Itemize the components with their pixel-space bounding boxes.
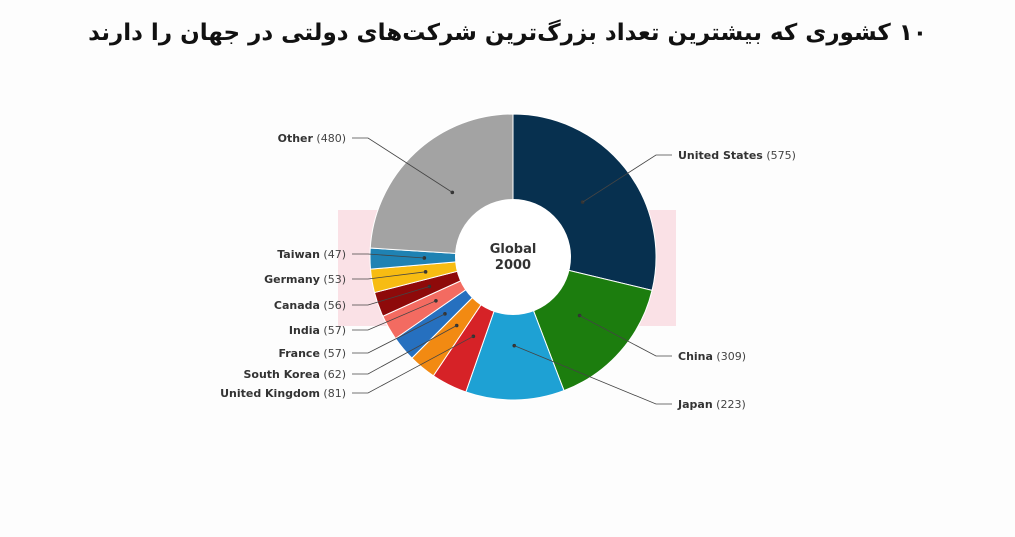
data-label: United States (575) bbox=[678, 149, 796, 162]
slice-japan[interactable] bbox=[465, 255, 565, 401]
callout-line bbox=[352, 286, 430, 306]
callout-line bbox=[352, 325, 457, 375]
data-label: China (309) bbox=[678, 350, 746, 363]
callout-line bbox=[352, 313, 446, 354]
center-label-line-1: Global bbox=[490, 242, 537, 257]
center-label-line-2: 2000 bbox=[495, 258, 531, 273]
callout-line bbox=[352, 335, 474, 394]
callout-line bbox=[352, 137, 453, 193]
data-label: South Korea (62) bbox=[243, 368, 346, 381]
callout-dot bbox=[423, 270, 428, 274]
callout-line bbox=[352, 253, 425, 259]
data-label: Germany (53) bbox=[264, 273, 346, 286]
data-label: Canada (56) bbox=[274, 299, 346, 312]
callout-line bbox=[579, 315, 672, 357]
callout-line bbox=[352, 271, 426, 280]
callout-dot bbox=[434, 299, 438, 303]
data-label: Taiwan (47) bbox=[277, 248, 346, 261]
data-label: Other (480) bbox=[278, 132, 346, 145]
data-label: Japan (223) bbox=[677, 398, 746, 411]
data-label: France (57) bbox=[278, 347, 346, 360]
callout-dot bbox=[422, 256, 427, 260]
data-label: United Kingdom (81) bbox=[220, 387, 346, 400]
callout-line bbox=[582, 154, 672, 203]
callout-line bbox=[514, 345, 672, 405]
data-label: India (57) bbox=[289, 324, 346, 337]
callouts-group: United States (575) China (309) Japan (223… bbox=[220, 132, 796, 411]
chart-title: ۱۰ کشوری که بیشترین تعداد بزرگ‌ترین شرکت… bbox=[88, 20, 927, 46]
callout-line bbox=[352, 300, 437, 331]
donut-hole bbox=[455, 199, 571, 315]
